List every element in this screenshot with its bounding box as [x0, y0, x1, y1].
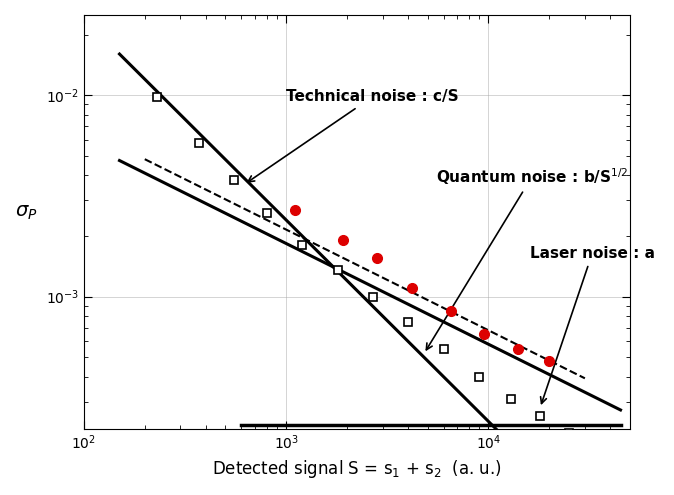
Text: Technical noise : c/S: Technical noise : c/S [248, 90, 459, 182]
Text: Quantum noise : b/S$^{1/2}$: Quantum noise : b/S$^{1/2}$ [427, 166, 628, 350]
Text: Laser noise : a: Laser noise : a [530, 246, 654, 403]
Y-axis label: $\sigma_P$: $\sigma_P$ [15, 203, 38, 222]
X-axis label: Detected signal S = s$_1$ + s$_2$  (a. u.): Detected signal S = s$_1$ + s$_2$ (a. u.… [212, 458, 501, 480]
